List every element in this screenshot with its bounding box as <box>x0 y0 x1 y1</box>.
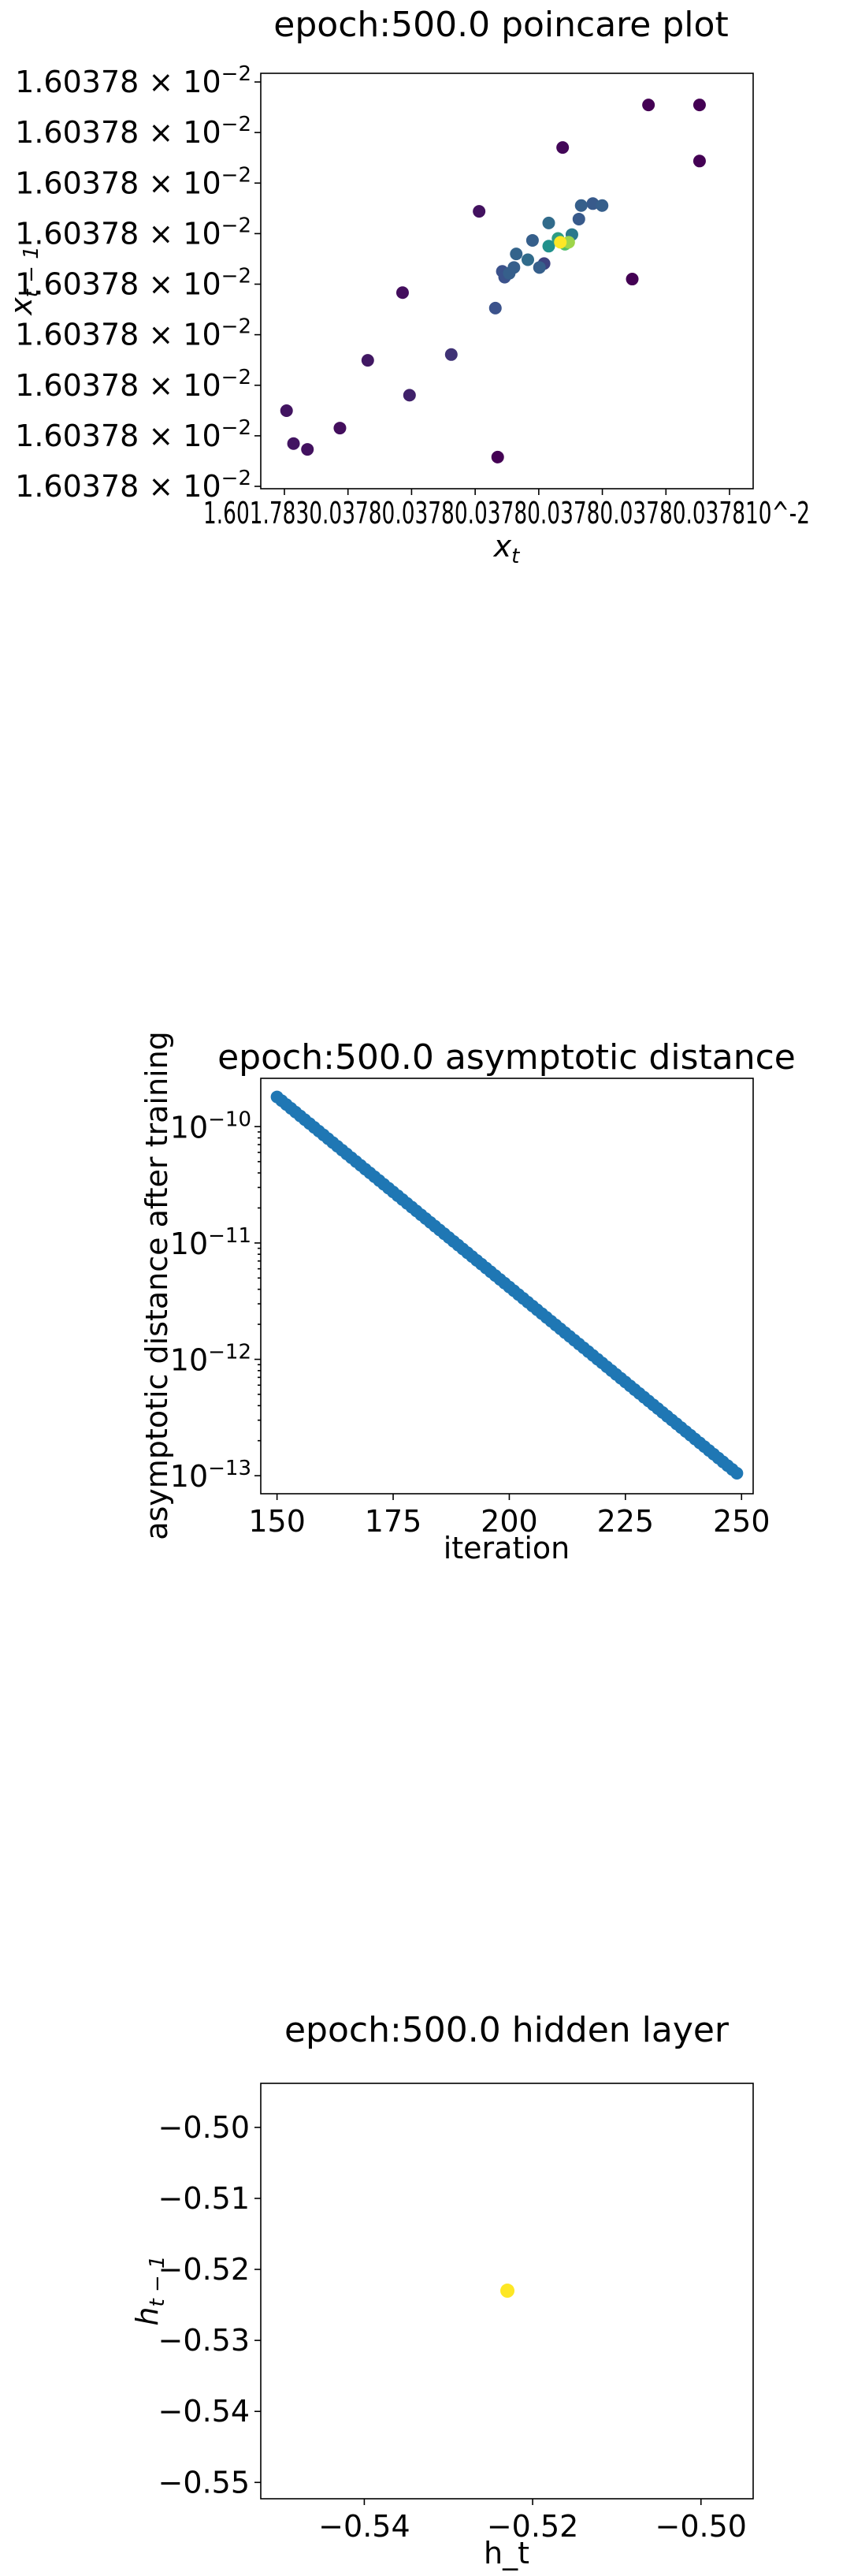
hidden-xlabel: h_t <box>484 2536 529 2570</box>
hidden-y-ticklabel: −0.55 <box>158 2465 250 2500</box>
poincare-point <box>522 253 535 266</box>
poincare-point <box>525 233 539 247</box>
poincare-axes-frame <box>260 73 754 490</box>
poincare-point <box>503 266 516 280</box>
poincare-point <box>301 443 314 456</box>
poincare-y-ticklabel: 1.60378 × 10−2 <box>15 62 251 99</box>
poincare-y-ticklabel: 1.60378 × 10−2 <box>15 214 251 251</box>
poincare-point <box>692 154 706 168</box>
poincare-y-ticks: 1.60378 × 10−2 1.60378 × 10−2 1.60378 × 10… <box>15 62 261 504</box>
hidden-layer-chart: epoch:500.0 hidden layer −0.54 −0.52 −0.50… <box>130 2010 754 2570</box>
poincare-point <box>596 199 609 212</box>
poincare-point <box>556 141 570 154</box>
poincare-x-ticks <box>284 489 730 495</box>
asymptotic-x-ticklabel: 150 <box>248 1504 306 1539</box>
poincare-point <box>510 248 523 261</box>
poincare-point <box>542 240 555 253</box>
asymptotic-points <box>270 1090 744 1480</box>
poincare-point <box>554 236 567 249</box>
asymptotic-y-ticklabel: 10−10 <box>170 1107 251 1145</box>
poincare-point <box>692 99 706 112</box>
poincare-y-ticklabel: 1.60378 × 10−2 <box>15 113 251 150</box>
hidden-x-ticklabel: −0.50 <box>655 2509 747 2544</box>
poincare-point <box>287 437 300 450</box>
poincare-y-ticklabel: 1.60378 × 10−2 <box>15 265 251 302</box>
asymptotic-y-ticklabel: 10−12 <box>170 1341 251 1378</box>
poincare-y-ticklabel: 1.60378 × 10−2 <box>15 163 251 200</box>
asymptotic-x-ticklabel: 225 <box>597 1504 655 1539</box>
poincare-point <box>361 354 374 367</box>
poincare-point <box>333 422 347 435</box>
hidden-x-ticklabel: −0.52 <box>487 2509 578 2544</box>
poincare-point <box>473 205 486 218</box>
hidden-point <box>500 2284 515 2299</box>
poincare-point <box>542 216 555 229</box>
poincare-title: epoch:500.0 poincare plot <box>273 5 728 45</box>
poincare-point <box>395 286 409 300</box>
poincare-ylabel: xt − 1 <box>4 246 43 316</box>
poincare-point <box>572 212 585 225</box>
hidden-y-ticklabel: −0.54 <box>158 2394 250 2429</box>
hidden-y-ticklabel: −0.53 <box>158 2323 250 2358</box>
poincare-points <box>280 99 706 463</box>
asymptotic-xlabel: iteration <box>444 1531 570 1565</box>
asymptotic-point <box>730 1467 744 1480</box>
asymptotic-chart: epoch:500.0 asymptotic distance 150 175 20… <box>139 1031 796 1565</box>
poincare-point <box>491 450 504 463</box>
poincare-point <box>533 261 546 274</box>
poincare-chart: epoch:500.0 poincare plot 1.60378 × 10−2… <box>4 5 810 568</box>
hidden-points <box>500 2284 515 2299</box>
asymptotic-y-ticklabel: 10−11 <box>170 1224 251 1261</box>
poincare-y-ticklabel: 1.60378 × 10−2 <box>15 416 251 453</box>
hidden-y-ticklabel: −0.52 <box>158 2252 250 2287</box>
hidden-y-ticklabel: −0.51 <box>158 2181 250 2216</box>
hidden-y-ticks: −0.50 −0.51 −0.52 −0.53 −0.54 −0.55 <box>158 2110 261 2500</box>
hidden-title: epoch:500.0 hidden layer <box>284 2010 730 2050</box>
poincare-y-ticklabel: 1.60378 × 10−2 <box>15 467 251 504</box>
asymptotic-x-ticklabel: 250 <box>713 1504 770 1539</box>
poincare-point <box>403 389 416 402</box>
hidden-ylabel: ht − 1 <box>130 2255 169 2325</box>
hidden-axes-frame <box>260 2083 754 2500</box>
poincare-y-ticklabel: 1.60378 × 10−2 <box>15 315 251 352</box>
poincare-point <box>626 273 639 286</box>
asymptotic-y-ticks: 10−13 10−12 10−11 10−10 <box>170 1107 261 1494</box>
asymptotic-title: epoch:500.0 asymptotic distance <box>217 1037 796 1078</box>
asymptotic-x-ticklabel: 200 <box>481 1504 538 1539</box>
asymptotic-y-ticklabel: 10−13 <box>170 1457 251 1494</box>
hidden-x-ticklabel: −0.54 <box>318 2509 410 2544</box>
poincare-point <box>280 404 293 417</box>
poincare-y-ticklabel: 1.60378 × 10−2 <box>15 366 251 403</box>
hidden-x-ticks: −0.54 −0.52 −0.50 <box>318 2499 747 2544</box>
poincare-xlabel: xt <box>493 529 521 568</box>
asymptotic-ylabel: asymptotic distance after training <box>139 1031 174 1540</box>
asymptotic-x-ticks: 150 175 200 225 250 <box>248 1494 770 1539</box>
asymptotic-x-ticklabel: 175 <box>365 1504 422 1539</box>
poincare-point <box>444 348 458 361</box>
poincare-x-ticklabels: 1.601.7830.03780.03780.03780.03780.03780… <box>203 496 810 530</box>
poincare-point <box>642 99 655 112</box>
poincare-point <box>488 301 502 315</box>
hidden-y-ticklabel: −0.50 <box>158 2110 250 2145</box>
asymptotic-axes-frame <box>260 1078 754 1495</box>
poincare-point <box>574 199 588 212</box>
